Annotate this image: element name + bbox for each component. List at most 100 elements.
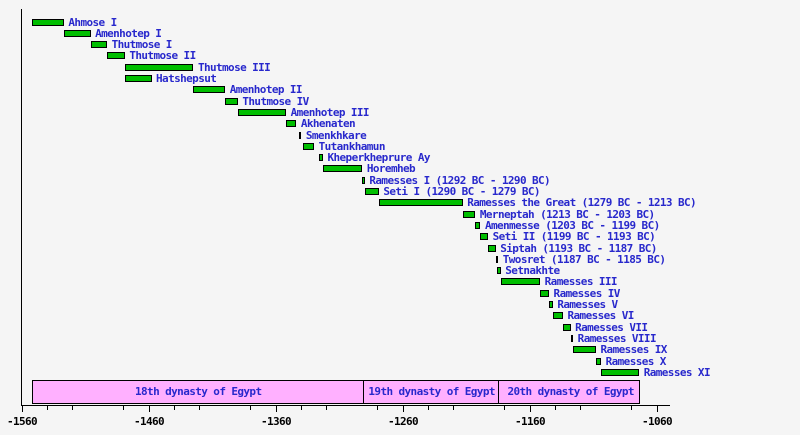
minor-tick xyxy=(402,406,404,410)
pharaoh-label: Ramesses XI xyxy=(643,365,711,379)
pharaoh-label: Merneptah (1213 BC - 1203 BC) xyxy=(479,207,655,221)
pharaoh-label: Thutmose I xyxy=(111,38,173,52)
minor-tick xyxy=(580,406,582,410)
reign-bar xyxy=(462,210,476,218)
reign-bar xyxy=(286,120,297,128)
reign-bar xyxy=(193,86,226,94)
minor-tick xyxy=(21,406,23,410)
dynasty-segment: 18th dynasty of Egypt xyxy=(33,381,363,403)
reign-bar xyxy=(500,278,541,286)
pharaoh-label: Kheperkheprure Ay xyxy=(327,151,430,165)
minor-tick xyxy=(199,406,201,410)
reign-bar xyxy=(563,323,571,331)
minor-tick xyxy=(72,406,74,410)
reign-bar xyxy=(124,75,152,82)
tick-label: -1060 xyxy=(641,415,673,428)
reign-bar xyxy=(475,221,481,229)
minor-tick xyxy=(148,406,150,410)
reign-bar xyxy=(364,188,379,195)
y-axis xyxy=(21,9,22,406)
pharaoh-label: Ramesses VI xyxy=(567,309,635,323)
reign-bar xyxy=(601,368,640,376)
minor-tick xyxy=(275,406,277,410)
dynasty-label: 18th dynasty of Egypt xyxy=(135,385,262,398)
pharaoh-label: Thutmose IV xyxy=(242,94,309,108)
reign-bar xyxy=(480,233,489,241)
pharaoh-label: Amenhotep III xyxy=(290,105,370,119)
minor-tick xyxy=(656,406,658,410)
reign-bar xyxy=(225,97,238,105)
minor-tick xyxy=(529,406,531,410)
pharaoh-label: Ahmose I xyxy=(68,15,117,29)
minor-tick xyxy=(453,406,455,410)
reign-bar xyxy=(570,334,574,342)
pharaoh-label: Akhenaten xyxy=(300,117,356,131)
minor-tick xyxy=(173,406,175,410)
reign-bar xyxy=(495,255,499,263)
pharaoh-label: Ramesses III xyxy=(544,275,618,289)
dynasty-label: 19th dynasty of Egypt xyxy=(368,385,495,398)
x-axis xyxy=(21,405,670,406)
reign-bar xyxy=(298,131,302,139)
pharaoh-label: Ramesses the Great (1279 BC - 1213 BC) xyxy=(467,196,697,210)
pharaoh-label: Thutmose II xyxy=(129,49,196,63)
tick-label: -1460 xyxy=(133,415,165,428)
minor-tick xyxy=(631,406,633,410)
pharaoh-label: Ramesses V xyxy=(557,298,618,311)
minor-tick xyxy=(300,406,302,410)
minor-tick xyxy=(504,406,506,410)
reign-bar xyxy=(63,29,91,37)
reign-bar xyxy=(540,289,550,297)
pharaoh-label: Ramesses IV xyxy=(553,286,621,300)
dynasty-band: 18th dynasty of Egypt 19th dynasty of Egy… xyxy=(32,380,642,404)
pharaoh-label: Setnakhte xyxy=(505,264,560,278)
reign-bar xyxy=(549,301,553,308)
tick-label: -1260 xyxy=(387,415,419,428)
pharaoh-label: Amenhotep II xyxy=(229,83,303,97)
pharaoh-label: Hatshepsut xyxy=(156,72,217,85)
minor-tick xyxy=(46,406,48,410)
reign-bar xyxy=(302,142,315,150)
minor-tick xyxy=(250,406,252,410)
pharaoh-label: Amenhotep I xyxy=(95,26,162,40)
reign-bar xyxy=(596,357,602,365)
pharaoh-label: Tutankhamun xyxy=(318,139,386,153)
reign-bar xyxy=(378,199,463,207)
reign-bar xyxy=(496,267,501,275)
reign-bar xyxy=(124,63,194,71)
reign-bar xyxy=(552,312,564,320)
tick-label: -1560 xyxy=(6,415,38,428)
dynasty-segment: 19th dynasty of Egypt xyxy=(363,381,498,403)
reign-bar xyxy=(362,176,365,184)
reign-bar xyxy=(322,165,363,173)
dynasty-segment: 20th dynasty of Egypt xyxy=(497,381,642,403)
dynasty-label: 20th dynasty of Egypt xyxy=(507,385,634,398)
tick-label: -1360 xyxy=(260,415,292,428)
pharaoh-label: Ramesses X xyxy=(605,354,667,368)
reign-bar xyxy=(573,346,597,354)
pharaoh-label: Ramesses VIII xyxy=(577,331,657,345)
pharaoh-label: Ramesses I (1292 BC - 1290 BC) xyxy=(369,173,551,187)
pharaoh-label: Ramesses IX xyxy=(600,343,668,357)
pharaoh-label: Smenkhkare xyxy=(305,128,367,142)
pharaoh-label: Seti II (1199 BC - 1193 BC) xyxy=(492,230,656,244)
pharaoh-label: Thutmose III xyxy=(197,60,271,74)
pharaoh-label: Siptah (1193 BC - 1187 BC) xyxy=(500,241,657,255)
reign-bar xyxy=(32,18,64,26)
pharaoh-label: Horemheb xyxy=(366,162,416,176)
minor-tick xyxy=(326,406,328,410)
minor-tick xyxy=(427,406,429,410)
reign-bar xyxy=(319,154,323,162)
reign-bar xyxy=(488,244,496,252)
reign-bar xyxy=(90,41,108,49)
reign-bar xyxy=(107,52,125,60)
pharaoh-label: Seti I (1290 BC - 1279 BC) xyxy=(383,185,540,198)
pharaoh-label: Amenmesse (1203 BC - 1199 BC) xyxy=(484,218,660,232)
reign-bar xyxy=(237,108,287,116)
tick-label: -1160 xyxy=(514,415,546,428)
pharaoh-label: Ramesses VII xyxy=(575,320,648,334)
minor-tick xyxy=(554,406,556,410)
minor-tick xyxy=(123,406,125,410)
pharaoh-label: Twosret (1187 BC - 1185 BC) xyxy=(502,252,666,266)
